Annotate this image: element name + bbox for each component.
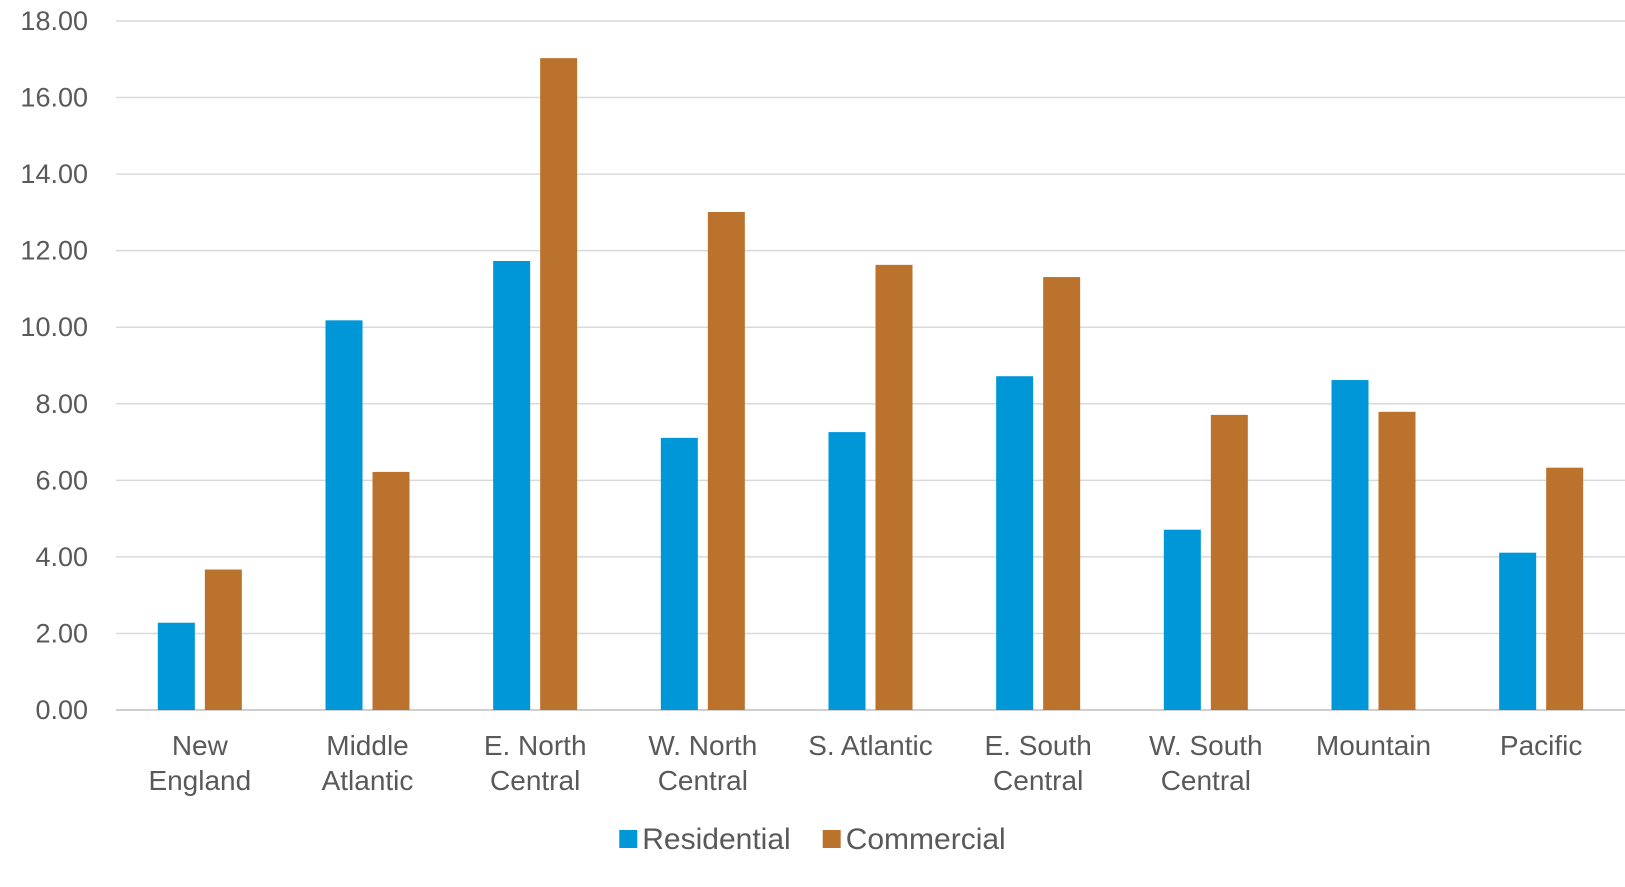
y-tick-label: 10.00: [20, 312, 88, 342]
x-tick-label: England: [148, 765, 251, 796]
x-tick-label: S. Atlantic: [808, 730, 933, 761]
bar-commercial-4: [875, 264, 913, 710]
bar-residential-6: [1163, 529, 1201, 710]
bar-residential-2: [493, 261, 531, 710]
bar-residential-0: [157, 622, 195, 710]
bar-residential-1: [325, 320, 363, 710]
x-tick-label: Atlantic: [322, 765, 414, 796]
bar-residential-4: [828, 432, 866, 710]
y-axis-tick-labels: 0.00 2.00 4.00 6.00 8.00 10.00 12.00 14.00 16.00…: [20, 6, 88, 725]
bar-commercial-5: [1043, 277, 1081, 710]
y-tick-label: 14.00: [20, 159, 88, 189]
y-tick-label: 16.00: [20, 83, 88, 113]
bars: [157, 58, 1584, 710]
bar-commercial-1: [372, 471, 410, 710]
bar-residential-8: [1499, 552, 1537, 710]
legend-label-commercial: Commercial: [846, 823, 1006, 856]
y-tick-label: 6.00: [35, 465, 88, 495]
x-tick-label: Central: [490, 765, 580, 796]
x-tick-label: E. South: [984, 730, 1091, 761]
bar-residential-5: [996, 376, 1034, 710]
y-tick-label: 18.00: [20, 6, 88, 36]
y-tick-label: 2.00: [35, 618, 88, 648]
legend: Residential Commercial: [619, 823, 1006, 856]
y-tick-label: 8.00: [35, 389, 88, 419]
x-tick-label: Central: [993, 765, 1083, 796]
y-tick-label: 4.00: [35, 542, 88, 572]
x-tick-label: Central: [658, 765, 748, 796]
bar-commercial-7: [1378, 411, 1416, 710]
bar-commercial-2: [540, 58, 578, 710]
x-tick-label: W. South: [1149, 730, 1263, 761]
x-tick-label: Mountain: [1316, 730, 1431, 761]
y-tick-label: 12.00: [20, 236, 88, 266]
legend-swatch-commercial: [822, 830, 841, 848]
bar-commercial-8: [1546, 467, 1584, 710]
bar-commercial-6: [1210, 414, 1248, 710]
bar-commercial-3: [707, 212, 745, 710]
x-tick-label: Pacific: [1500, 730, 1582, 761]
bar-residential-7: [1331, 380, 1369, 710]
x-axis-tick-labels: New England Middle Atlantic E. North Central W…: [148, 730, 1582, 796]
gridlines: [116, 20, 1625, 711]
bar-residential-3: [660, 437, 698, 710]
bar-commercial-0: [204, 569, 242, 710]
x-tick-label: W. North: [648, 730, 757, 761]
x-tick-label: Middle: [326, 730, 408, 761]
x-tick-label: E. North: [484, 730, 587, 761]
x-tick-label: Central: [1161, 765, 1251, 796]
legend-swatch-residential: [619, 830, 638, 848]
x-tick-label: New: [172, 730, 229, 761]
legend-label-residential: Residential: [642, 823, 790, 856]
y-tick-label: 0.00: [35, 695, 88, 725]
